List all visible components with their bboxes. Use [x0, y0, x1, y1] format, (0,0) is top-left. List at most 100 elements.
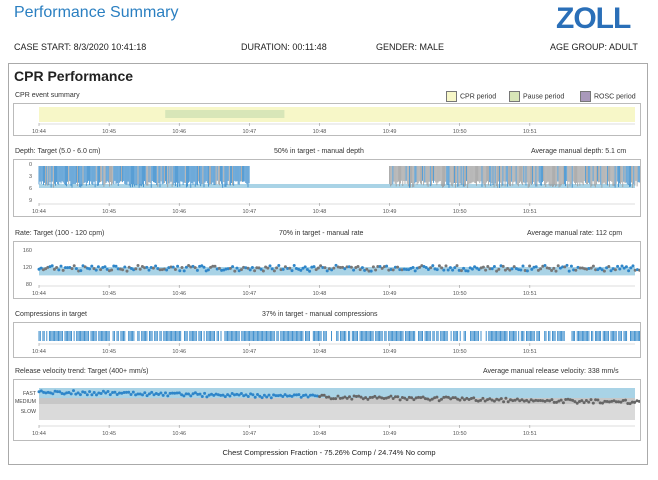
rate-point [273, 269, 276, 272]
time-tick-label: 10:50 [453, 291, 467, 297]
event-summary-svg: 10:44 10:45 10:46 10:47 10:48 10:49 10:50 10:51 [14, 104, 640, 135]
rate-point [361, 266, 364, 269]
rate-chart: 160 120 80 10:44 10:45 10:46 10:47 10:48 10:49 10… [13, 241, 641, 299]
rate-point [357, 265, 360, 268]
rate-point [447, 269, 450, 272]
rate-point [178, 269, 181, 272]
rate-point [71, 267, 74, 270]
rate-point [462, 267, 465, 270]
rate-point [350, 266, 353, 269]
rate-point [412, 266, 415, 269]
rate-point [425, 266, 428, 269]
rate-point [482, 266, 485, 269]
rate-point [359, 268, 362, 271]
rate-point [603, 270, 606, 273]
rate-point [90, 265, 93, 268]
rate-point [240, 268, 243, 271]
time-tick-label: 10:44 [32, 291, 46, 297]
rate-point [438, 264, 441, 267]
rate-point [445, 264, 448, 267]
time-tick-label: 10:48 [313, 129, 327, 135]
y-tick-label: 6 [29, 186, 32, 192]
rate-point [519, 268, 522, 271]
rate-point [262, 270, 265, 273]
time-tick-label: 10:51 [523, 129, 537, 135]
rate-point [352, 269, 355, 272]
rate-point [288, 267, 291, 270]
rate-point [269, 264, 272, 267]
rate-point [385, 265, 388, 268]
rate-point [282, 268, 285, 271]
rate-point [326, 269, 329, 272]
rate-point [456, 264, 459, 267]
compressions-svg: 10:44 10:45 10:46 10:47 10:48 10:49 10:50 10:51 [14, 323, 640, 357]
duration: DURATION: 00:11:48 [241, 42, 327, 52]
time-tick-label: 10:44 [32, 129, 46, 135]
rate-point [110, 269, 113, 272]
rate-point [526, 269, 529, 272]
rate-point [324, 266, 327, 269]
y-tick-label: 3 [29, 174, 32, 180]
case-start: CASE START: 8/3/2020 10:41:18 [14, 42, 146, 52]
page-title: Performance Summary [14, 4, 179, 22]
rate-point [372, 265, 375, 268]
rate-point [550, 269, 553, 272]
y-tick-label: 80 [26, 282, 32, 288]
rate-point [317, 266, 320, 269]
pause-period-bar [165, 110, 284, 118]
rate-point [332, 267, 335, 270]
rate-point [148, 269, 151, 272]
rate-point [607, 265, 610, 268]
legend-label: ROSC period [594, 93, 636, 100]
rate-point [145, 266, 148, 269]
y-tick-label: 9 [29, 198, 32, 204]
rate-point [535, 265, 538, 268]
rate-label: Rate: Target (100 - 120 cpm) [15, 230, 104, 237]
rate-point [590, 267, 593, 270]
rate-point [592, 265, 595, 268]
rate-point [618, 268, 621, 271]
rate-point [460, 269, 463, 272]
compressions-chart: 10:44 10:45 10:46 10:47 10:48 10:49 10:50 10:51 [13, 322, 641, 358]
rate-point [528, 265, 531, 268]
rate-point [79, 269, 82, 272]
rate-point [196, 269, 199, 272]
rate-point [431, 264, 434, 267]
rate-point [497, 268, 500, 271]
rate-point [548, 267, 551, 270]
rate-point [614, 268, 617, 271]
time-tick-label: 10:45 [102, 209, 116, 215]
rate-center: 70% in target - manual rate [279, 230, 363, 237]
rate-point [396, 266, 399, 269]
rate-point [429, 266, 432, 269]
rate-point [544, 264, 547, 267]
rate-point [152, 267, 155, 270]
depth-center: 50% in target - manual depth [274, 148, 364, 155]
gender: GENDER: MALE [376, 42, 444, 52]
rate-point [414, 269, 417, 272]
legend-swatch [446, 91, 457, 102]
time-tick-label: 10:48 [313, 291, 327, 297]
rate-point [139, 268, 142, 271]
rate-point [442, 269, 445, 272]
rate-point [57, 268, 60, 271]
rate-point [539, 267, 542, 270]
legend-label: CPR period [460, 93, 496, 100]
rate-point [616, 265, 619, 268]
time-tick-label: 10:50 [453, 129, 467, 135]
time-tick-label: 10:45 [102, 291, 116, 297]
event-summary-label: CPR event summary [15, 92, 80, 99]
rate-point [60, 265, 63, 268]
zoll-logo: ZOLL [556, 2, 630, 36]
rate-point [194, 266, 197, 269]
compressions-label: Compressions in target [15, 311, 87, 318]
depth-label: Depth: Target (5.0 - 6.0 cm) [15, 148, 100, 155]
rate-point [370, 270, 373, 273]
rate-point [218, 267, 221, 270]
legend-label: Pause period [523, 93, 564, 100]
time-tick-label: 10:47 [242, 209, 256, 215]
rate-point [55, 266, 58, 269]
rate-point [557, 264, 560, 267]
rate-point [174, 268, 177, 271]
